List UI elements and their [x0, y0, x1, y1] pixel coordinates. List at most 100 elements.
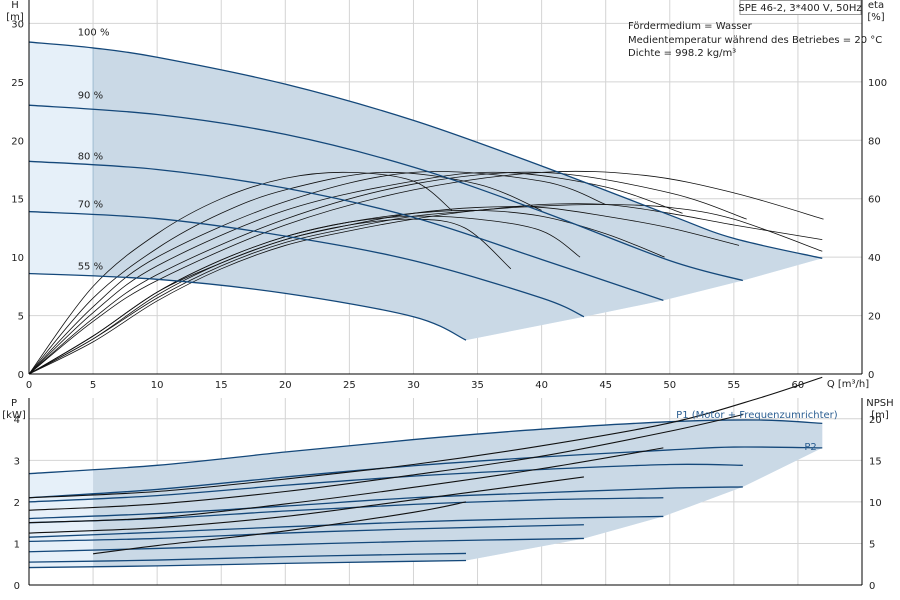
eta-tick-label: 0 [868, 370, 874, 381]
eta-tick-label: 100 [868, 78, 887, 89]
eta-curve-thin [28, 171, 453, 375]
eta-tick-label: 60 [868, 195, 881, 206]
head-envelope-dark [93, 47, 823, 341]
p1-curve [28, 552, 467, 563]
head-curve [28, 160, 664, 301]
npsh-curve [28, 376, 823, 499]
npsh-tick-label: 10 [869, 498, 882, 509]
npsh-tick-label: 5 [869, 539, 875, 550]
head-axis-unit: [m] [6, 12, 24, 23]
npsh-axis-label: NPSH [866, 398, 893, 409]
flow-tick-label: 15 [215, 380, 228, 391]
power-axis-label: P [11, 398, 17, 409]
head-curve-label: 90 % [78, 91, 103, 102]
info-medium: Fördermedium = Wasser [628, 21, 753, 32]
head-panel: 100 % 90 % 80 % 70 % 55 % 0 5 10 15 20 25 30 35 40 45… [6, 0, 887, 391]
power-axis-unit: [kW] [2, 410, 26, 421]
flow-tick-label: 25 [343, 380, 356, 391]
eta-tick-label: 20 [868, 312, 881, 323]
eta-tick-label: 40 [868, 253, 881, 264]
head-tick-label: 5 [18, 312, 24, 323]
npsh-curve [93, 501, 467, 555]
power-tick-labels: 0 1 2 3 4 0 5 10 15 20 [14, 415, 882, 592]
flow-tick-label: 0 [26, 380, 32, 391]
flow-tick-label: 5 [90, 380, 96, 391]
flow-tick-label: 50 [663, 380, 676, 391]
head-tick-label: 20 [11, 136, 24, 147]
npsh-curves [28, 376, 823, 555]
power-envelope [29, 419, 823, 568]
flow-tick-label: 30 [407, 380, 420, 391]
head-curves [28, 41, 823, 341]
head-envelope [29, 42, 823, 341]
flow-tick-label: 10 [151, 380, 164, 391]
flow-axis-label: Q [m³/h] [827, 379, 869, 390]
npsh-tick-label: 20 [869, 415, 882, 426]
eta-curves [28, 170, 824, 375]
title-box: SPE 46-2, 3*400 V, 50Hz [738, 0, 862, 15]
eta-axis-unit: [%] [867, 12, 884, 23]
power-axes [28, 398, 863, 586]
chart-title: SPE 46-2, 3*400 V, 50Hz [738, 3, 861, 14]
head-curve [28, 210, 585, 318]
power-tick-label: 1 [14, 539, 20, 550]
head-curve [28, 272, 467, 341]
p2-curve [28, 486, 743, 520]
eta-curve-thin [28, 170, 824, 375]
eta-curve-thin [28, 171, 606, 375]
flow-tick-label: 35 [471, 380, 484, 391]
flow-tick-label: 40 [535, 380, 548, 391]
head-tick-label: 25 [11, 78, 24, 89]
p2-curve [28, 515, 664, 538]
npsh-tick-label: 0 [869, 581, 875, 592]
power-tick-label: 4 [14, 415, 20, 426]
head-curve-labels: 100 % 90 % 80 % 70 % 55 % [78, 28, 110, 273]
head-axis-label: H [11, 0, 19, 11]
head-axes [28, 0, 863, 375]
info-temperature: Medientemperatur während des Betriebes =… [628, 35, 882, 46]
p1-curve [28, 524, 584, 543]
eta-curve-thick [28, 209, 665, 375]
p2-curve [28, 559, 467, 569]
p1-series-label: P1 (Motor + Frequenzumrichter) [676, 410, 838, 421]
head-curve [28, 41, 823, 259]
head-tick-label: 0 [18, 370, 24, 381]
eta-curve-thick [28, 206, 740, 375]
npsh-curve [28, 476, 584, 534]
p1-curve [28, 463, 743, 503]
eta-tick-label: 80 [868, 136, 881, 147]
head-curve [28, 104, 743, 282]
power-envelope-dark [93, 419, 823, 567]
head-curve-label: 80 % [78, 151, 103, 162]
info-density: Dichte = 998.2 kg/m³ [628, 48, 736, 59]
npsh-curve [28, 414, 743, 511]
p2-curve [28, 446, 823, 499]
head-curve-label: 100 % [78, 28, 110, 39]
power-tick-label: 3 [14, 456, 20, 467]
p2-curve [28, 537, 584, 553]
head-tick-label: 10 [11, 253, 24, 264]
npsh-axis-unit: [m] [871, 410, 889, 421]
p1-curve [28, 419, 823, 475]
power-tick-label: 0 [14, 581, 20, 592]
head-tick-label: 30 [11, 19, 24, 30]
npsh-tick-label: 15 [869, 456, 882, 467]
eta-curve-thin [28, 171, 542, 375]
head-curve-label: 55 % [78, 261, 103, 272]
head-curve-label: 70 % [78, 199, 103, 210]
head-tick-labels: 0 5 10 15 20 25 30 35 40 45 50 55 60 0 5 10 15 20 25 30 0 20 4… [11, 19, 887, 391]
p2-series-label: P2 [804, 442, 816, 453]
eta-curve-thin [28, 171, 683, 375]
eta-axis-label: eta [868, 0, 884, 11]
eta-curve-thick [28, 204, 823, 375]
power-tick-label: 2 [14, 498, 20, 509]
npsh-curve [28, 447, 664, 524]
flow-tick-label: 45 [599, 380, 612, 391]
head-tick-label: 15 [11, 195, 24, 206]
eta-curve-thick [28, 203, 823, 375]
flow-tick-label: 55 [727, 380, 740, 391]
eta-curve-thin [28, 171, 747, 375]
flow-tick-label: 20 [279, 380, 292, 391]
